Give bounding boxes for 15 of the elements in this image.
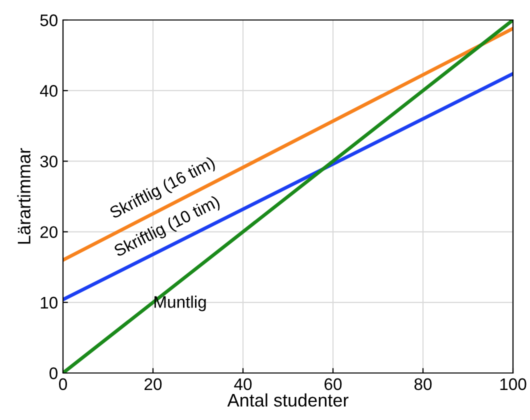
x-axis-title: Antal studenter — [227, 393, 348, 407]
y-tick-label: 30 — [40, 156, 58, 168]
series-label: Muntlig — [154, 296, 206, 312]
x-tick-label: 100 — [500, 378, 526, 390]
x-tick-label: 80 — [414, 378, 432, 390]
x-tick-label: 20 — [144, 378, 162, 390]
y-tick-label: 40 — [40, 85, 58, 97]
y-axis-title: Lärartimmar — [17, 148, 30, 244]
x-tick-label: 60 — [324, 378, 342, 390]
x-tick-label: 40 — [234, 378, 252, 390]
y-tick-label: 10 — [40, 296, 58, 309]
y-tick-label: 0 — [50, 367, 58, 380]
y-tick-label: 50 — [40, 14, 58, 26]
x-tick-label: 0 — [59, 378, 67, 390]
y-tick-label: 20 — [40, 226, 58, 238]
